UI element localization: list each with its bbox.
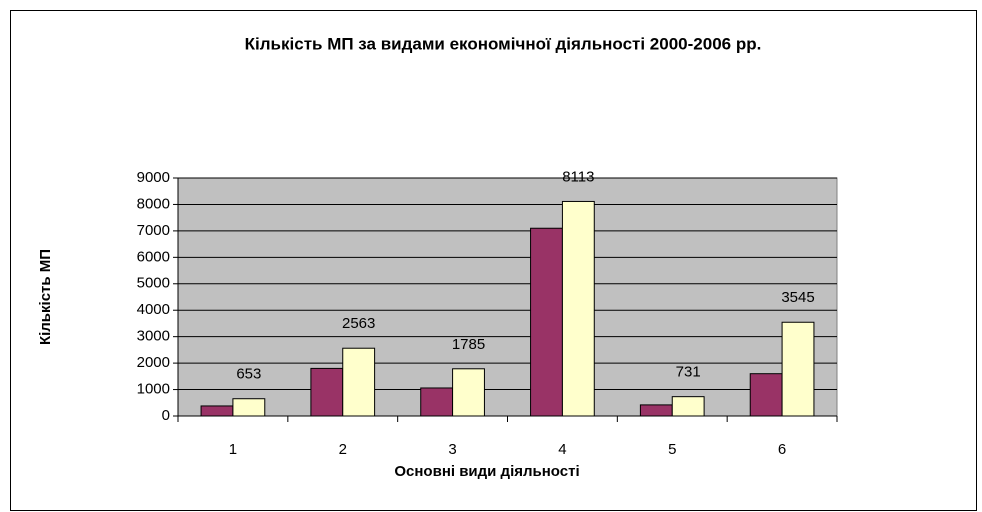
data-label: 731 xyxy=(676,364,701,381)
y-tick-label: 9000 xyxy=(137,169,170,186)
x-tick-label: 4 xyxy=(558,441,566,458)
y-tick-label: 7000 xyxy=(137,222,170,239)
x-tick-label: 6 xyxy=(778,441,786,458)
data-label: 3545 xyxy=(781,289,814,306)
x-axis-title: Основні види діяльності xyxy=(394,463,579,480)
data-label: 2563 xyxy=(342,315,375,332)
y-tick-label: 6000 xyxy=(137,248,170,265)
bar xyxy=(781,321,815,417)
y-axis-title: Кількість МП xyxy=(37,249,54,345)
bar xyxy=(310,367,344,417)
bar xyxy=(561,200,595,417)
bar xyxy=(452,368,485,417)
bar xyxy=(420,387,454,417)
y-tick-label: 1000 xyxy=(137,381,170,398)
bar xyxy=(639,404,673,417)
chart-title: Кількість МП за видами економічної діяль… xyxy=(245,34,762,53)
bar xyxy=(530,227,563,417)
y-tick-label: 5000 xyxy=(137,275,170,292)
x-tick-label: 5 xyxy=(668,441,676,458)
x-tick-label: 3 xyxy=(448,441,456,458)
y-tick-label: 3000 xyxy=(137,328,170,345)
data-label: 653 xyxy=(236,366,261,383)
data-label: 1785 xyxy=(452,336,485,353)
x-tick-label: 1 xyxy=(229,441,237,458)
y-tick-label: 4000 xyxy=(137,301,170,318)
y-tick-label: 8000 xyxy=(137,195,170,212)
bar xyxy=(671,396,705,417)
bar xyxy=(200,405,234,417)
y-tick-label: 0 xyxy=(162,407,170,424)
y-tick-label: 2000 xyxy=(137,354,170,371)
plot-area xyxy=(177,177,838,417)
data-label: 8113 xyxy=(562,168,594,185)
x-tick-label: 2 xyxy=(339,441,347,458)
bar xyxy=(749,373,783,417)
bar xyxy=(342,347,376,417)
bar xyxy=(232,398,266,417)
